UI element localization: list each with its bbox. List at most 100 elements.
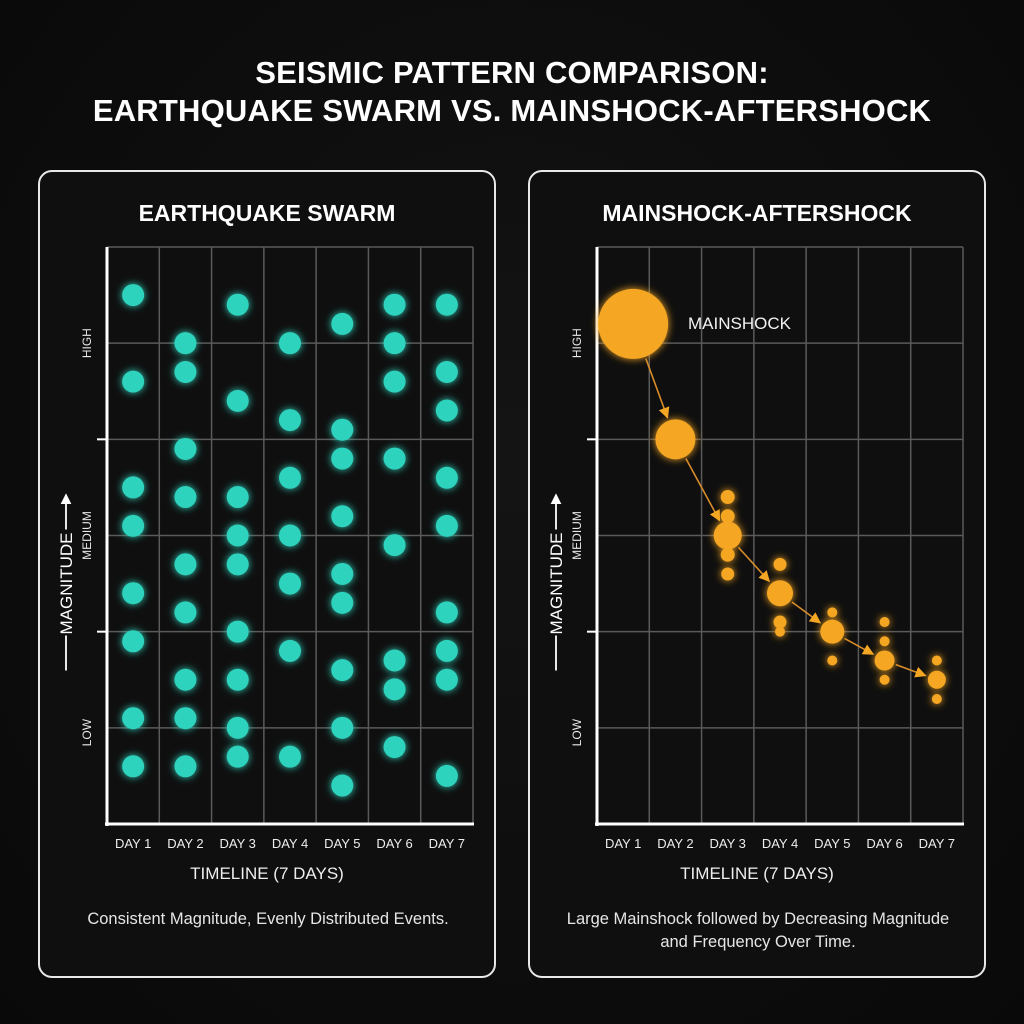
- swarm-event-dot: [226, 524, 249, 547]
- aftershock-minor-dot: [931, 693, 942, 704]
- aftershock-minor-dot: [879, 674, 890, 685]
- swarm-event-dot: [331, 659, 354, 682]
- aftershock-minor-dot: [827, 655, 838, 666]
- swarm-event-dot: [122, 514, 145, 537]
- swarm-event-dot: [174, 437, 197, 460]
- swarm-event-dot: [226, 745, 249, 768]
- swarm-event-dot: [331, 774, 354, 797]
- aftershock-minor-dot: [775, 626, 785, 637]
- swarm-event-dot: [435, 514, 458, 537]
- x-tick-label: DAY 6: [376, 836, 412, 851]
- swarm-event-dot: [279, 524, 301, 547]
- aftershock-minor-dot: [773, 615, 787, 629]
- swarm-event-dot: [279, 409, 301, 432]
- swarm-event-dot: [383, 332, 406, 355]
- aftershock-main-dot: [874, 650, 895, 671]
- aftershock-minor-dot: [931, 655, 942, 666]
- swarm-event-dot: [122, 476, 145, 499]
- swarm-event-dot: [174, 707, 197, 730]
- x-tick-label: DAY 3: [220, 836, 256, 851]
- y-axis-title: MAGNITUDE: [57, 493, 76, 671]
- swarm-event-dot: [226, 389, 249, 412]
- swarm-event-dot: [383, 649, 406, 672]
- x-tick-label: DAY 4: [762, 836, 798, 851]
- page-title-line-2: EARTHQUAKE SWARM VS. MAINSHOCK-AFTERSHOC…: [92, 93, 932, 128]
- aftershock-main-dot: [820, 619, 845, 644]
- decay-arrows: [645, 358, 927, 678]
- swarm-event-dot: [226, 716, 249, 739]
- aftershock-minor-dot: [879, 636, 890, 647]
- aftershock-minor-dot: [720, 547, 735, 562]
- y-tick-label-high: HIGH: [570, 328, 584, 358]
- swarm-event-dot: [383, 370, 406, 393]
- y-tick-label-medium: MEDIUM: [570, 511, 584, 560]
- swarm-event-dot: [226, 553, 249, 576]
- svg-text:MAGNITUDE: MAGNITUDE: [57, 533, 76, 635]
- swarm-event-dot: [279, 332, 301, 355]
- x-tick-label: DAY 1: [115, 836, 151, 851]
- swarm-event-dot: [122, 582, 145, 605]
- x-tick-label: DAY 5: [324, 836, 360, 851]
- aftershock-x-axis-label: TIMELINE (7 DAYS): [680, 864, 834, 883]
- x-tick-label: DAY 4: [272, 836, 308, 851]
- swarm-event-dot: [435, 361, 458, 384]
- swarm-event-dot: [226, 486, 249, 509]
- y-tick-label-low: LOW: [80, 718, 94, 746]
- swarm-event-dot: [435, 639, 458, 662]
- swarm-event-dot: [279, 745, 301, 768]
- x-tick-label: DAY 2: [657, 836, 693, 851]
- swarm-event-dot: [174, 332, 197, 355]
- y-axis-title: MAGNITUDE: [547, 493, 566, 671]
- aftershock-minor-dot: [720, 490, 735, 505]
- swarm-events: [122, 284, 458, 797]
- swarm-event-dot: [122, 284, 145, 307]
- swarm-event-dot: [331, 716, 354, 739]
- swarm-event-dot: [435, 466, 458, 489]
- grid: [596, 246, 964, 825]
- aftershock-main-dot: [767, 580, 793, 607]
- swarm-event-dot: [383, 447, 406, 470]
- x-tick-label: DAY 7: [919, 836, 955, 851]
- aftershock-events: [598, 288, 946, 704]
- swarm-event-dot: [174, 755, 197, 778]
- y-tick-label-medium: MEDIUM: [80, 511, 94, 560]
- x-tick-label: DAY 1: [605, 836, 641, 851]
- aftershock-minor-dot: [773, 557, 787, 571]
- swarm-event-dot: [383, 736, 406, 759]
- swarm-event-dot: [435, 764, 458, 787]
- aftershock-panel-title: MAINSHOCK-AFTERSHOCK: [602, 200, 912, 226]
- swarm-event-dot: [174, 668, 197, 691]
- swarm-event-dot: [279, 639, 301, 662]
- svg-text:MAGNITUDE: MAGNITUDE: [547, 533, 566, 635]
- swarm-chart: LOW MEDIUM HIGH MAGNITUDE DAY 1 DAY 2 DAY 3 DAY…: [57, 246, 474, 851]
- swarm-event-dot: [226, 620, 249, 643]
- swarm-event-dot: [122, 370, 145, 393]
- aftershock-main-dot: [927, 670, 946, 689]
- aftershock-main-dot: [655, 419, 696, 460]
- x-tick-label: DAY 5: [814, 836, 850, 851]
- aftershock-minor-dot: [879, 617, 890, 628]
- swarm-event-dot: [331, 447, 354, 470]
- swarm-event-dot: [279, 466, 301, 489]
- x-tick-label: DAY 3: [710, 836, 746, 851]
- y-tick-label-high: HIGH: [80, 328, 94, 358]
- swarm-event-dot: [174, 361, 197, 384]
- swarm-event-dot: [174, 601, 197, 624]
- swarm-x-axis-label: TIMELINE (7 DAYS): [190, 864, 344, 883]
- swarm-panel: EARTHQUAKE SWARM LOW MEDIUM HIGH MAGNITUDE D…: [38, 170, 496, 978]
- swarm-caption: Consistent Magnitude, Evenly Distributed…: [87, 910, 449, 928]
- swarm-event-dot: [226, 668, 249, 691]
- aftershock-caption: Large Mainshock followed by Decreasing M…: [566, 910, 950, 951]
- swarm-event-dot: [435, 399, 458, 422]
- swarm-panel-title: EARTHQUAKE SWARM: [138, 200, 396, 226]
- swarm-event-dot: [122, 755, 145, 778]
- aftershock-main-dot: [713, 521, 742, 550]
- mainshock-annotation: MAINSHOCK: [688, 314, 791, 333]
- swarm-event-dot: [435, 668, 458, 691]
- swarm-event-dot: [331, 562, 354, 585]
- swarm-event-dot: [331, 591, 354, 614]
- aftershock-minor-dot: [827, 607, 838, 618]
- swarm-event-dot: [331, 418, 354, 441]
- y-tick-label-low: LOW: [570, 718, 584, 746]
- swarm-event-dot: [435, 601, 458, 624]
